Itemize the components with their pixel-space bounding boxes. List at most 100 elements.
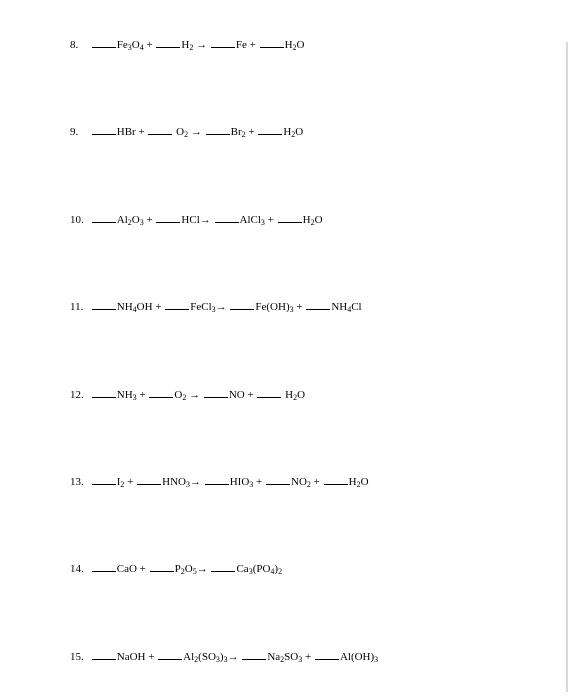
coefficient-blank[interactable] <box>266 475 290 485</box>
equation-text: Al <box>117 214 128 226</box>
subscript: 2 <box>278 567 282 576</box>
equation: Al2O3 + HCl→ AlCl3 + H2O <box>117 214 323 226</box>
equation-text: O <box>315 214 323 226</box>
problem-row: 8. Fe3O4 + H2 → Fe + H2O <box>70 38 554 53</box>
equation-text: Fe <box>117 39 128 51</box>
coefficient-blank[interactable] <box>92 475 116 485</box>
equation-text: Cl <box>351 301 361 313</box>
equation-text: O <box>185 563 193 575</box>
coefficient-blank[interactable] <box>92 300 116 310</box>
equation-text: H <box>303 214 311 226</box>
coefficient-blank[interactable] <box>258 125 282 135</box>
problem-row: 10. Al2O3 + HCl→ AlCl3 + H2O <box>70 213 554 228</box>
coefficient-blank[interactable] <box>165 300 189 310</box>
equation-text: Al <box>183 651 194 663</box>
equation-text: O <box>132 214 140 226</box>
coefficient-blank[interactable] <box>230 300 254 310</box>
equation-text: Ca <box>236 563 248 575</box>
problem-number: 8. <box>70 38 88 53</box>
equation-text: NO <box>291 476 307 488</box>
equation-text: SO <box>284 651 298 663</box>
coefficient-blank[interactable] <box>260 38 284 48</box>
coefficient-blank[interactable] <box>158 650 182 660</box>
coefficient-blank[interactable] <box>204 388 228 398</box>
equation: HBr + O2 → Br2 + H2O <box>117 126 303 138</box>
coefficient-blank[interactable] <box>211 562 235 572</box>
equation-text: Na <box>267 651 280 663</box>
equation-text: → <box>186 389 203 401</box>
subscript: 3 <box>374 655 378 664</box>
equation-text: NH <box>117 389 133 401</box>
equation-text: (PO <box>253 563 271 575</box>
equation-text: → <box>190 476 204 488</box>
coefficient-blank[interactable] <box>92 562 116 572</box>
equation-text: Al(OH) <box>340 651 374 663</box>
coefficient-blank[interactable] <box>92 650 116 660</box>
coefficient-blank[interactable] <box>306 300 330 310</box>
equation-text: + <box>311 476 323 488</box>
problem-number: 10. <box>70 213 88 228</box>
coefficient-blank[interactable] <box>92 38 116 48</box>
equation-text: HIO <box>230 476 250 488</box>
coefficient-blank[interactable] <box>92 125 116 135</box>
coefficient-blank[interactable] <box>92 388 116 398</box>
problem-number: 13. <box>70 475 88 490</box>
problem-number: 9. <box>70 125 88 140</box>
problem-row: 15. NaOH + Al2(SO3)3→ Na2SO3 + Al(OH)3 <box>70 650 554 665</box>
equation-text: + <box>137 389 149 401</box>
coefficient-blank[interactable] <box>278 213 302 223</box>
equation-text: HCl→ <box>181 214 213 226</box>
equation-text: → <box>193 39 210 51</box>
equation-text: Fe(OH) <box>255 301 289 313</box>
equation-text: + <box>265 214 277 226</box>
equation-text: OH + <box>137 301 165 313</box>
problem-number: 14. <box>70 562 88 577</box>
equation-text: CaO + <box>117 563 149 575</box>
equation-text: + <box>144 39 156 51</box>
equation-text: → <box>197 563 211 575</box>
equation-text: + <box>302 651 314 663</box>
problem-row: 9. HBr + O2 → Br2 + H2O <box>70 125 554 140</box>
equation-text: O <box>132 39 140 51</box>
equation-text: NO + <box>229 389 257 401</box>
coefficient-blank[interactable] <box>324 475 348 485</box>
problems-list: 8. Fe3O4 + H2 → Fe + H2O 9. HBr + O2 → Br… <box>70 38 554 665</box>
equation-text: → <box>228 651 242 663</box>
coefficient-blank[interactable] <box>137 475 161 485</box>
coefficient-blank[interactable] <box>92 213 116 223</box>
coefficient-blank[interactable] <box>148 125 172 135</box>
problem-row: 13. I2 + HNO3→ HIO3 + NO2 + H2O <box>70 475 554 490</box>
coefficient-blank[interactable] <box>242 650 266 660</box>
equation-text: H <box>282 389 293 401</box>
worksheet-page: 8. Fe3O4 + H2 → Fe + H2O 9. HBr + O2 → Br… <box>0 0 574 700</box>
equation-text: + <box>124 476 136 488</box>
equation-text: O <box>297 39 305 51</box>
equation-text: → <box>188 126 205 138</box>
equation-text: AlCl <box>240 214 261 226</box>
right-margin-line <box>566 42 568 692</box>
equation-text: + <box>246 126 258 138</box>
equation-text: + <box>144 214 156 226</box>
equation-text: NH <box>331 301 347 313</box>
coefficient-blank[interactable] <box>156 38 180 48</box>
coefficient-blank[interactable] <box>211 38 235 48</box>
coefficient-blank[interactable] <box>257 388 281 398</box>
equation-text: H <box>349 476 357 488</box>
coefficient-blank[interactable] <box>150 562 174 572</box>
equation-text: O <box>295 126 303 138</box>
equation: CaO + P2O5→ Ca3(PO4)2 <box>117 563 282 575</box>
equation-text: FeCl <box>190 301 211 313</box>
equation-text: HNO <box>162 476 186 488</box>
equation-text: NaOH + <box>117 651 157 663</box>
equation-text: + <box>294 301 306 313</box>
equation: Fe3O4 + H2 → Fe + H2O <box>117 39 305 51</box>
equation-text: → <box>216 301 230 313</box>
coefficient-blank[interactable] <box>315 650 339 660</box>
coefficient-blank[interactable] <box>156 213 180 223</box>
coefficient-blank[interactable] <box>149 388 173 398</box>
problem-number: 15. <box>70 650 88 665</box>
coefficient-blank[interactable] <box>215 213 239 223</box>
coefficient-blank[interactable] <box>206 125 230 135</box>
equation-text: O <box>361 476 369 488</box>
coefficient-blank[interactable] <box>205 475 229 485</box>
